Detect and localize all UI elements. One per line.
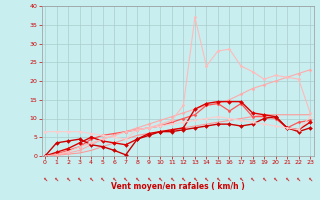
Text: ←: ← — [168, 175, 175, 182]
Text: ←: ← — [122, 175, 129, 182]
Text: ←: ← — [284, 175, 291, 182]
Text: ←: ← — [88, 175, 95, 182]
Text: ←: ← — [42, 175, 48, 182]
Text: ←: ← — [295, 175, 302, 182]
X-axis label: Vent moyen/en rafales ( km/h ): Vent moyen/en rafales ( km/h ) — [111, 182, 244, 191]
Text: ←: ← — [226, 175, 233, 182]
Text: ←: ← — [214, 175, 221, 182]
Text: ←: ← — [134, 175, 141, 182]
Text: ←: ← — [249, 175, 256, 182]
Text: ←: ← — [260, 175, 268, 182]
Text: ←: ← — [272, 175, 279, 182]
Text: ←: ← — [145, 175, 152, 182]
Text: ←: ← — [180, 175, 187, 182]
Text: ←: ← — [191, 175, 198, 182]
Text: ←: ← — [76, 175, 83, 182]
Text: ←: ← — [65, 175, 71, 182]
Text: ←: ← — [307, 175, 314, 182]
Text: ←: ← — [237, 175, 244, 182]
Text: ←: ← — [53, 175, 60, 182]
Text: ←: ← — [157, 175, 164, 182]
Text: ←: ← — [111, 175, 118, 182]
Text: ←: ← — [99, 175, 106, 182]
Text: ←: ← — [203, 175, 210, 182]
